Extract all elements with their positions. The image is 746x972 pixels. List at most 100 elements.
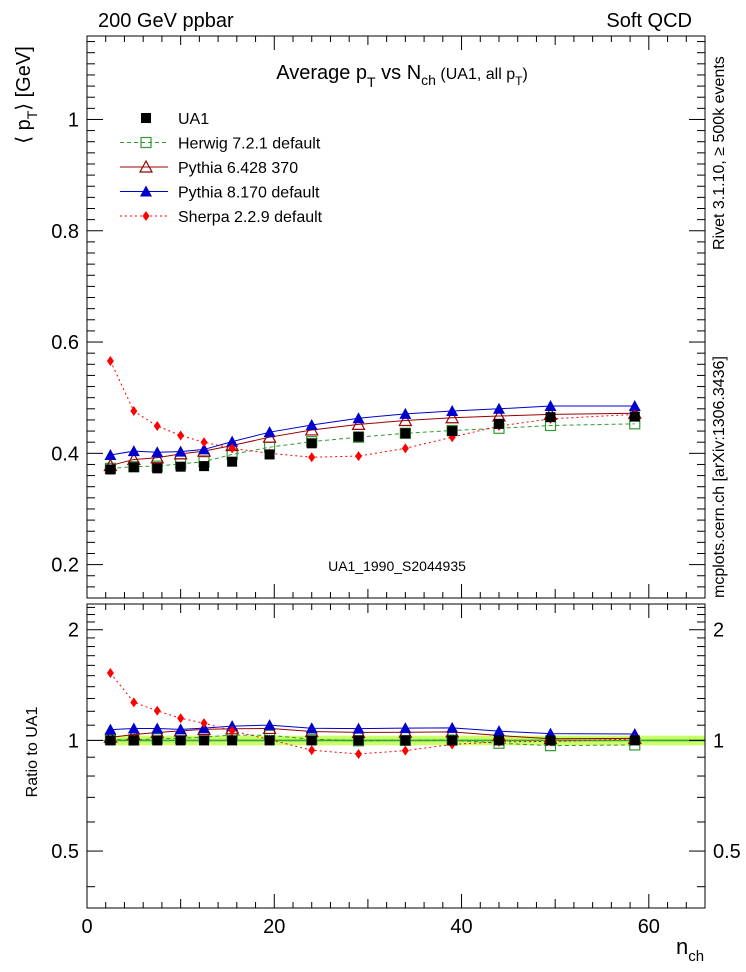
- ratio-point-ua1: [105, 735, 116, 746]
- point-pythia-8-170-default: [151, 446, 164, 458]
- point-sherpa-2-2-9-default: [355, 451, 363, 462]
- main-panel-frame: [86, 35, 706, 599]
- y-tick-label: 1: [68, 109, 79, 131]
- ratio-point-pythia-8-170-default: [127, 722, 140, 734]
- point-pythia-6-428-370: [150, 450, 165, 464]
- point-pythia-8-170-default: [399, 407, 412, 419]
- ratio-point-ua1: [264, 735, 275, 746]
- header-right: Soft QCD: [606, 10, 692, 32]
- ratio-point-sherpa-2-2-9-default: [401, 745, 409, 756]
- legend-marker-sherpa-2-2-9-default: [142, 211, 150, 221]
- ratio-point-ua1: [199, 735, 210, 746]
- ratio-line-sherpa-2-2-9-default: [110, 672, 635, 755]
- axes-frames: [86, 35, 706, 909]
- point-sherpa-2-2-9-default: [200, 437, 208, 448]
- series-line-pythia-6-428-370: [110, 412, 635, 467]
- legend-marker-pythia-6-428-370: [138, 159, 154, 173]
- point-pythia-8-170-default: [628, 400, 641, 412]
- ylabel-close: ⟩ [GeV]: [13, 46, 35, 111]
- point-ua1: [400, 428, 411, 439]
- ratio-point-pythia-8-170-default: [305, 722, 318, 734]
- ratio-point-sherpa-2-2-9-default: [130, 697, 138, 708]
- point-pythia-8-170-default: [263, 426, 276, 438]
- point-pythia-8-170-default: [493, 402, 505, 414]
- series-line-pythia-8-170-default: [110, 405, 635, 456]
- ratio-point-ua1: [128, 735, 139, 746]
- ratio-tick-label-right: 1: [713, 730, 724, 752]
- legend-label-pythia-8-170-default: Pythia 8.170 default: [178, 185, 320, 202]
- title-vs-sub: ch: [421, 72, 436, 88]
- xlabel-main: n: [676, 934, 688, 959]
- point-sherpa-2-2-9-default: [130, 406, 138, 417]
- ratio-point-ua1: [152, 735, 163, 746]
- ratio-point-ua1: [227, 735, 238, 746]
- ratio-point-ua1: [353, 735, 364, 746]
- point-ua1: [629, 411, 640, 422]
- title-paren-sub: T: [515, 74, 523, 88]
- point-ua1: [494, 418, 504, 429]
- point-ua1: [306, 438, 317, 449]
- ratio-point-ua1: [545, 735, 556, 746]
- ratio-point-ua1: [447, 735, 458, 746]
- analysis-watermark: UA1_1990_S2044935: [328, 558, 466, 574]
- point-pythia-6-428-370: [351, 417, 366, 430]
- point-sherpa-2-2-9-default: [106, 355, 114, 366]
- legend-label-sherpa-2-2-9-default: Sherpa 2.2.9 default: [178, 209, 323, 226]
- legend-marker-pythia-8-170-default: [140, 185, 152, 197]
- x-tick-label: 40: [450, 916, 472, 938]
- ratio-tick-label-left: 1: [68, 730, 79, 752]
- point-sherpa-2-2-9-default: [177, 430, 185, 441]
- ratio-axis-label: Ratio to UA1: [24, 707, 41, 798]
- point-pythia-8-170-default: [305, 418, 318, 430]
- point-ua1: [175, 461, 186, 472]
- x-tick-label: 0: [81, 916, 92, 938]
- xlabel-sub: ch: [688, 948, 704, 965]
- title-vs: vs N: [376, 62, 422, 84]
- point-pythia-8-170-default: [352, 412, 365, 424]
- ratio-point-pythia-8-170-default: [104, 723, 117, 735]
- point-ua1: [227, 456, 238, 467]
- point-ua1: [199, 461, 210, 472]
- ratio-point-sherpa-2-2-9-default: [177, 713, 185, 724]
- legend-marker-ua1: [141, 113, 151, 123]
- ratio-point-sherpa-2-2-9-default: [106, 667, 114, 678]
- point-pythia-8-170-default: [198, 443, 211, 455]
- y-axis-label: ⟨ pT⟩ [GeV]: [13, 46, 40, 144]
- ratio-point-pythia-8-170-default: [399, 722, 412, 734]
- point-ua1: [152, 463, 163, 474]
- title-main-sub: T: [367, 74, 376, 90]
- ylabel-open: ⟨ p: [13, 119, 35, 143]
- ylabel-sub: T: [24, 110, 40, 119]
- point-pythia-8-170-default: [544, 400, 557, 412]
- ratio-point-pythia-8-170-default: [352, 722, 365, 734]
- ratio-point-ua1: [175, 735, 186, 746]
- point-pythia-6-428-370: [398, 413, 413, 427]
- ratio-point-sherpa-2-2-9-default: [153, 705, 161, 716]
- point-ua1: [447, 426, 458, 437]
- title-paren: (UA1, all p: [436, 66, 515, 83]
- ratio-point-sherpa-2-2-9-default: [355, 748, 363, 759]
- point-ua1: [105, 464, 116, 475]
- point-ua1: [353, 431, 364, 442]
- ratio-point-pythia-8-170-default: [263, 719, 276, 731]
- point-pythia-8-170-default: [127, 445, 140, 457]
- ratio-point-pythia-8-170-default: [174, 723, 187, 735]
- y-tick-label: 0.8: [51, 221, 79, 243]
- ratio-tick-label-right: 0.5: [713, 841, 741, 863]
- legend-label-pythia-6-428-370: Pythia 6.428 370: [178, 160, 298, 177]
- chart-title: Average pT vs Nch (UA1, all pT): [276, 62, 528, 90]
- point-ua1: [128, 462, 139, 473]
- ratio-point-ua1: [400, 735, 411, 746]
- ratio-point-sherpa-2-2-9-default: [308, 745, 316, 756]
- legend-marker-herwig-7-2-1-default: [140, 136, 152, 149]
- point-ua1: [264, 449, 275, 460]
- point-sherpa-2-2-9-default: [228, 443, 236, 454]
- y-tick-label: 0.2: [51, 555, 79, 577]
- ratio-panel-frame: [86, 603, 706, 909]
- ratio-point-pythia-8-170-default: [446, 721, 459, 733]
- x-tick-label: 20: [263, 916, 285, 938]
- y-tick-label: 0.6: [51, 332, 79, 354]
- axis-ticks: 0 20 40 60 0.2 0.4 0.6 0.8 1 0.5 0.5 1 1 2 2: [51, 36, 741, 938]
- ratio-tick-label-left: 2: [68, 620, 79, 642]
